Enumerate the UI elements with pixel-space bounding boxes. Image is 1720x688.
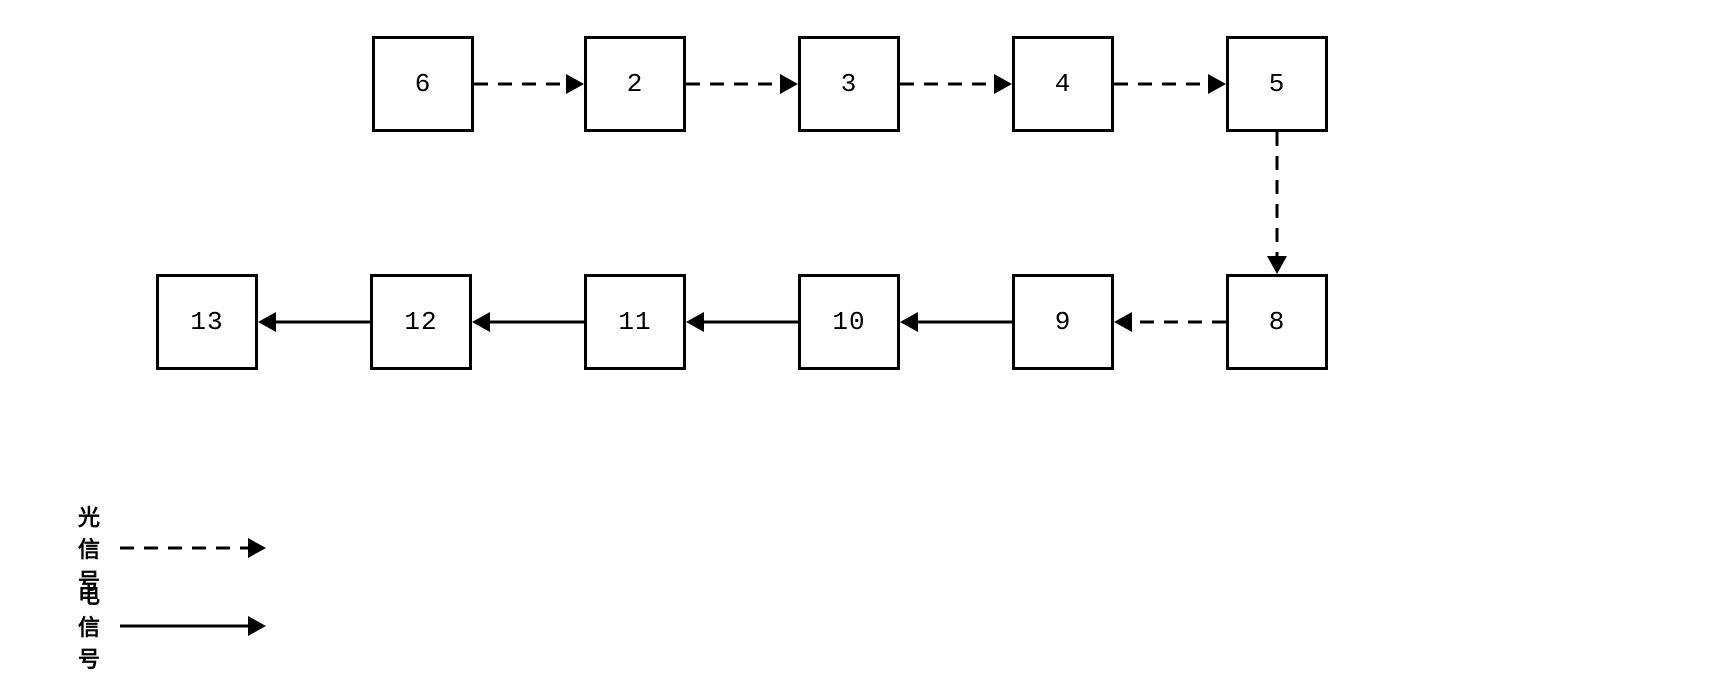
- arrowhead-icon: [900, 312, 918, 332]
- node-label: 5: [1269, 69, 1286, 99]
- node-n8: 8: [1226, 274, 1328, 370]
- arrowhead-icon: [1208, 74, 1226, 94]
- node-label: 13: [190, 307, 223, 337]
- node-n9: 9: [1012, 274, 1114, 370]
- node-label: 8: [1269, 307, 1286, 337]
- node-n6: 6: [372, 36, 474, 132]
- node-label: 6: [415, 69, 432, 99]
- node-n3: 3: [798, 36, 900, 132]
- node-label: 4: [1055, 69, 1072, 99]
- node-label: 12: [404, 307, 437, 337]
- flowchart-diagram: 623458910111213 光信号电信号: [0, 0, 1720, 688]
- arrowhead-icon: [780, 74, 798, 94]
- node-label: 3: [841, 69, 858, 99]
- node-n13: 13: [156, 274, 258, 370]
- arrowhead-icon: [566, 74, 584, 94]
- node-n2: 2: [584, 36, 686, 132]
- arrowhead-icon: [258, 312, 276, 332]
- node-n12: 12: [370, 274, 472, 370]
- legend-label: 电信号: [78, 578, 100, 674]
- node-n4: 4: [1012, 36, 1114, 132]
- arrowhead-icon: [1267, 256, 1287, 274]
- node-label: 2: [627, 69, 644, 99]
- node-n5: 5: [1226, 36, 1328, 132]
- node-label: 11: [618, 307, 651, 337]
- node-label: 9: [1055, 307, 1072, 337]
- node-n10: 10: [798, 274, 900, 370]
- legend-item: 电信号: [78, 578, 268, 674]
- arrowhead-icon: [686, 312, 704, 332]
- arrowhead-icon: [1114, 312, 1132, 332]
- arrowhead-icon: [994, 74, 1012, 94]
- arrowhead-icon: [472, 312, 490, 332]
- legend-line-icon: [120, 614, 268, 638]
- node-label: 10: [832, 307, 865, 337]
- legend-line-icon: [120, 536, 268, 560]
- node-n11: 11: [584, 274, 686, 370]
